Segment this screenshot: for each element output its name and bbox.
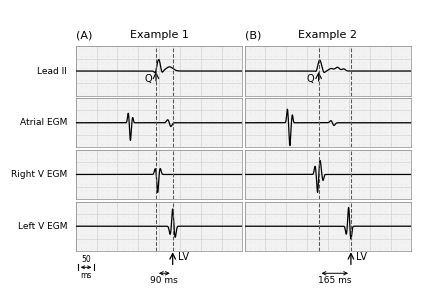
Text: (B): (B) bbox=[245, 30, 262, 40]
Text: (A): (A) bbox=[76, 30, 93, 40]
Text: LV: LV bbox=[356, 252, 367, 262]
Text: Q: Q bbox=[144, 74, 152, 84]
Text: Lead II: Lead II bbox=[37, 66, 67, 76]
Text: Atrial EGM: Atrial EGM bbox=[20, 118, 67, 127]
Text: LV: LV bbox=[178, 252, 189, 262]
Text: Example 2: Example 2 bbox=[298, 30, 358, 40]
Text: 90 ms: 90 ms bbox=[150, 276, 178, 285]
Text: Example 1: Example 1 bbox=[130, 30, 188, 40]
Text: 50: 50 bbox=[81, 255, 91, 264]
Text: Right V EGM: Right V EGM bbox=[11, 170, 67, 179]
Text: Q: Q bbox=[307, 74, 314, 84]
Text: 165 ms: 165 ms bbox=[318, 276, 352, 285]
Text: ms: ms bbox=[81, 271, 92, 280]
Text: Left V EGM: Left V EGM bbox=[18, 222, 67, 231]
